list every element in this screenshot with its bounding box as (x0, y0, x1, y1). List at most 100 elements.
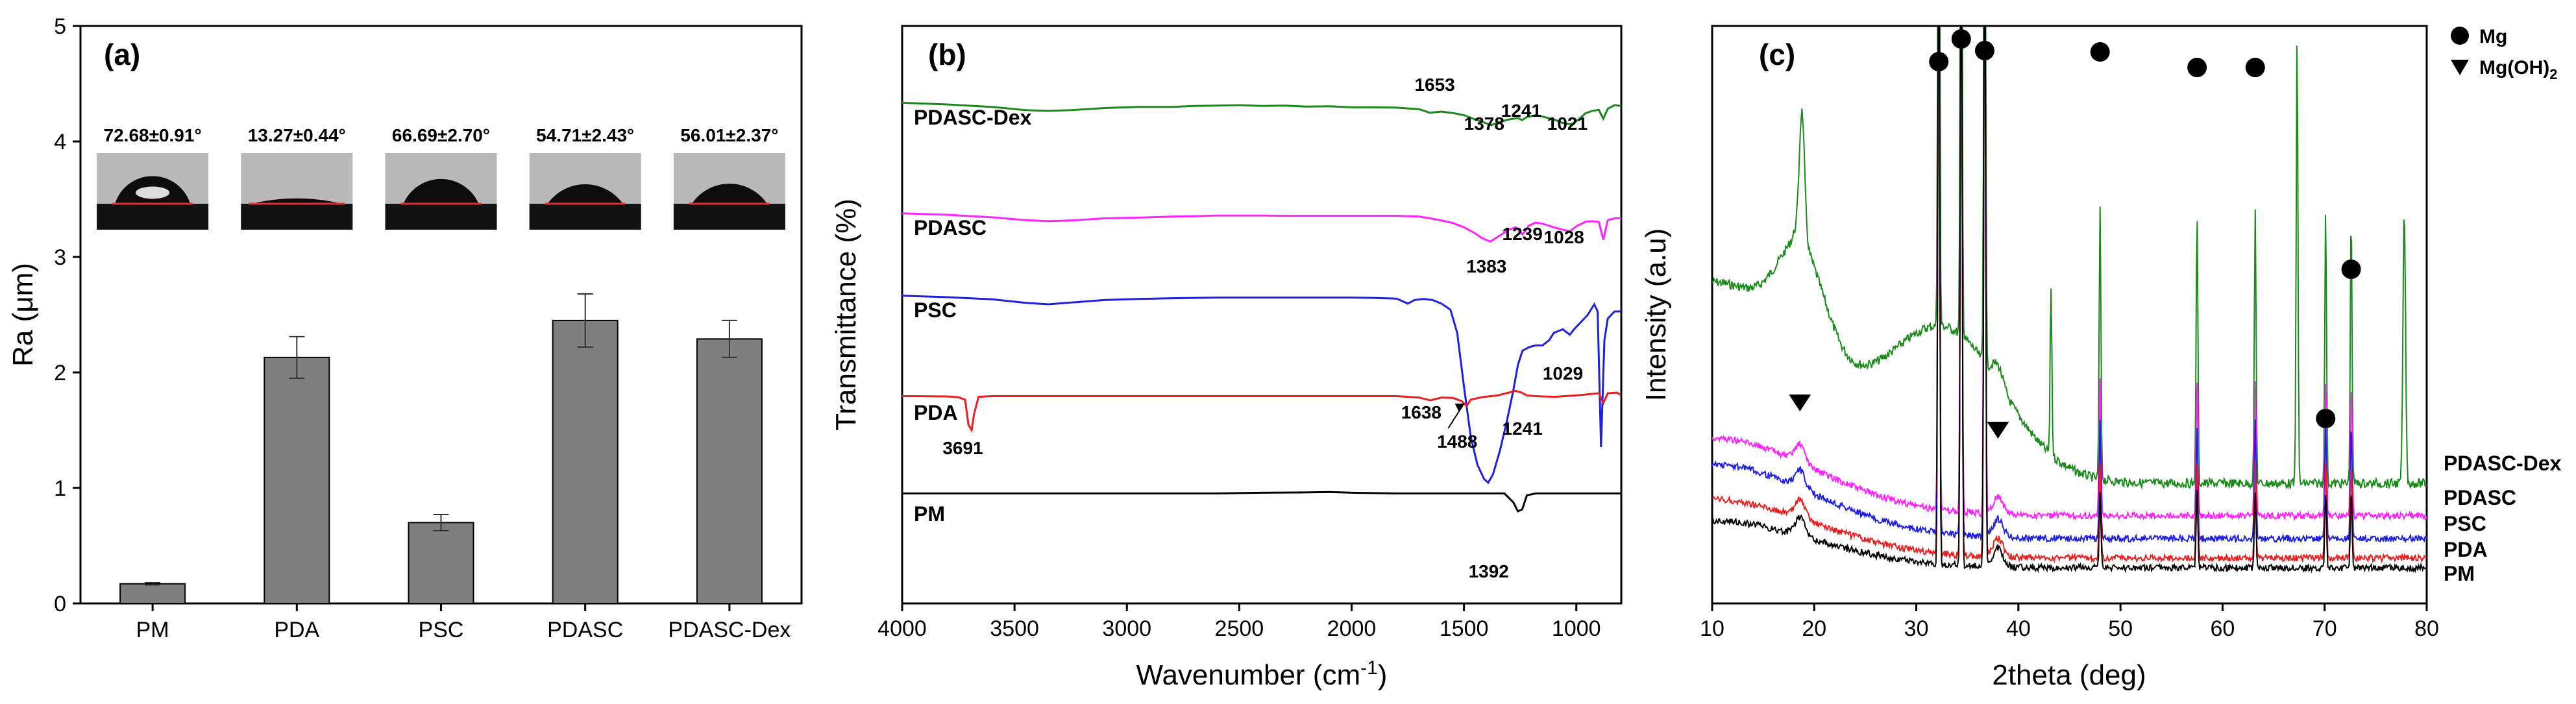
panel-b-series (902, 101, 1621, 513)
droplet-substrate-pm (97, 204, 209, 230)
x-tick-label-2000: 2000 (1327, 616, 1377, 641)
y-tick-label-4: 4 (54, 130, 66, 154)
peak-label-pdasc-dex-1378: 1378 (1464, 114, 1504, 134)
legend-mgoh2-label: Mg(OH)2 (2479, 57, 2558, 82)
x-tick-label-50: 50 (2108, 616, 2133, 641)
peak-label-pda-1488: 1488 (1437, 431, 1477, 452)
x-tick-label-80: 80 (2414, 616, 2439, 641)
peak-label-pdasc-1383: 1383 (1466, 256, 1506, 276)
peak-label-psc-1029: 1029 (1543, 363, 1583, 383)
mg-peak-marker-36-7 (1974, 41, 1994, 60)
droplet-substrate-psc (385, 204, 497, 230)
panel-a-x-axis: PM PDA PSC PDASC PDASC-Dex (136, 603, 791, 642)
contact-angle-pm: 72.68±0.91° (104, 125, 202, 145)
x-tick-label-psc: PSC (419, 618, 464, 642)
droplet-pdasc-dex (691, 184, 767, 204)
series-name-pdasc: PDASC (914, 216, 987, 239)
x-tick-label-pdasc: PDASC (547, 618, 623, 642)
panel-b-label: (b) (928, 38, 966, 71)
peak-arrow-pda-1488 (1447, 403, 1465, 429)
panel-b-annotations: PDASC-DexPDASCPSCPDAPM165313781241102113… (914, 75, 1588, 581)
series-line-pda (902, 389, 1621, 433)
x-tick-label-pda: PDA (274, 618, 319, 642)
series-name-pm: PM (2444, 562, 2475, 585)
panel-a-y-axis: 0 1 2 3 4 5 (54, 14, 80, 616)
peak-label-pda-3691: 3691 (942, 438, 983, 458)
peak-label-pda-1241: 1241 (1503, 419, 1543, 439)
x-tick-label-40: 40 (2006, 616, 2031, 641)
contact-angle-pdasc: 54.71±2.43° (536, 125, 634, 145)
mg-peak-marker-57-5 (2187, 58, 2207, 77)
bar-pda (264, 356, 330, 604)
y-tick-label-3: 3 (54, 245, 66, 270)
x-tick-label-30: 30 (1904, 616, 1929, 641)
panel-a-roughness-chart: (a) 0 1 2 3 4 5 PM PDA PSC PDASC PDASC-Dex 72.68±… (7, 14, 803, 642)
series-line-pm (1712, 26, 2427, 574)
panel-c-x-axis-title: 2theta (deg) (1992, 659, 2146, 691)
series-line-pm (902, 491, 1621, 513)
mg-peak-marker-63-2 (2245, 58, 2265, 77)
droplet-substrate-pdasc-dex (673, 204, 785, 230)
contact-angle-psc: 66.69±2.70° (392, 125, 490, 145)
bar-psc (408, 522, 474, 605)
x-tick-label-1000: 1000 (1552, 616, 1601, 641)
legend-mgoh2-triangle-icon (2451, 60, 2469, 75)
contact-angle-pda: 13.27±0.44° (248, 125, 346, 145)
mg-peak-marker-70-1 (2316, 409, 2336, 428)
mg-peak-marker-34-4 (1951, 29, 1971, 49)
panel-b-x-axis: 4000 3500 3000 2500 2000 1500 1000 (877, 603, 1601, 641)
panel-b-x-axis-title: Wavenumber (cm-1) (1136, 657, 1388, 691)
series-name-pdasc-dex: PDASC-Dex (2444, 452, 2562, 475)
series-name-pdasc: PDASC (2444, 486, 2516, 509)
droplet-pdasc (547, 184, 623, 204)
mg-peak-marker-48 (2090, 42, 2110, 62)
panel-a-y-axis-title: Ra (μm) (7, 263, 39, 367)
panel-c-label: (c) (1759, 38, 1795, 71)
peak-label-pdasc-1028: 1028 (1544, 227, 1584, 247)
mg-peak-marker-32-2 (1929, 52, 1949, 71)
series-name-pm: PM (914, 502, 945, 526)
y-tick-label-1: 1 (54, 476, 66, 501)
bar-pdasc (552, 319, 619, 604)
x-tick-label-20: 20 (1802, 616, 1826, 641)
peak-label-pdasc-dex-1241: 1241 (1501, 101, 1541, 121)
droplet-highlight-pm (136, 186, 170, 199)
panel-c-peak-markers (1789, 29, 2361, 439)
x-tick-label-pdasc-dex: PDASC-Dex (668, 618, 791, 642)
x-tick-label-3500: 3500 (990, 616, 1039, 641)
x-tick-label-60: 60 (2211, 616, 2235, 641)
droplet-psc (403, 178, 479, 204)
panel-c-y-axis-title: Intensity (a.u) (1640, 228, 1672, 402)
droplet-substrate-pdasc (529, 204, 641, 230)
peak-label-psc-1392: 1392 (1469, 561, 1509, 581)
series-name-pdasc-dex: PDASC-Dex (914, 106, 1032, 129)
panel-b-plot-frame (901, 25, 1623, 605)
series-line-pdasc (902, 212, 1621, 243)
series-name-psc: PSC (914, 298, 957, 322)
y-tick-label-0: 0 (54, 592, 66, 616)
series-line-psc (902, 295, 1621, 485)
panel-a-label: (a) (104, 38, 140, 71)
series-name-psc: PSC (2444, 512, 2486, 535)
panel-a-contact-angle-insets: 72.68±0.91° 13.27±0.44° 66.69±2.70° 54.71±2… (97, 125, 785, 230)
panel-c-plot-frame (1711, 25, 2428, 605)
mg-peak-marker-72-6 (2341, 260, 2361, 279)
bar-pm (119, 583, 186, 604)
x-tick-label-2500: 2500 (1215, 616, 1264, 641)
peak-label-pdasc-dex-1653: 1653 (1414, 75, 1454, 95)
peak-label-pdasc-1239: 1239 (1503, 224, 1543, 244)
mgoh2-peak-marker-38 (1987, 422, 2009, 439)
series-line-pdasc-dex (902, 101, 1621, 127)
panel-c-xrd-chart: (c) 10 20 30 40 50 60 70 80 PDASC-DexPDASCPSCPD… (1640, 25, 2562, 691)
mgoh2-peak-marker-18-6 (1789, 394, 1811, 411)
y-tick-label-2: 2 (54, 361, 66, 385)
series-line-pdasc-dex (1712, 26, 2427, 491)
droplet-pda (251, 198, 343, 204)
panel-a-bars (119, 293, 763, 605)
panel-c-series (1712, 26, 2427, 574)
contact-angle-pdasc-dex: 56.01±2.37° (680, 125, 778, 145)
panel-c-x-axis: 10 20 30 40 50 60 70 80 (1700, 603, 2439, 641)
x-tick-label-10: 10 (1700, 616, 1724, 641)
